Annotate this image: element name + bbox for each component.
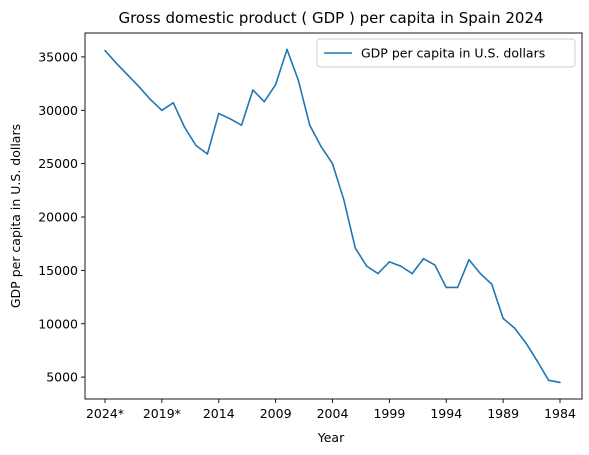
data-point	[479, 272, 482, 275]
chart-title: Gross domestic product ( GDP ) per capit…	[118, 9, 543, 27]
data-point	[263, 100, 266, 103]
data-point	[115, 62, 118, 65]
x-axis-label: Year	[317, 430, 345, 445]
data-point	[297, 79, 300, 82]
data-point	[331, 162, 334, 165]
data-point	[286, 48, 288, 51]
data-point	[138, 85, 140, 88]
data-point	[445, 286, 448, 289]
x-tick-label: 2009	[260, 406, 292, 421]
x-tick-label: 1999	[373, 406, 405, 421]
data-point	[388, 261, 391, 263]
data-point	[104, 49, 106, 52]
x-tick-label: 1989	[487, 406, 519, 421]
y-tick-label: 25000	[38, 156, 78, 171]
data-point	[399, 265, 402, 267]
data-point	[502, 317, 504, 320]
x-tick-label: 2024*	[86, 406, 124, 421]
plot-frame	[84, 32, 583, 400]
series-points	[104, 48, 561, 384]
data-point	[513, 327, 516, 329]
data-point	[547, 379, 550, 382]
x-tick-label: 2019*	[143, 406, 181, 421]
plot-area	[85, 33, 582, 399]
data-point	[161, 109, 163, 112]
legend-label: GDP per capita in U.S. dollars	[361, 46, 545, 61]
data-point	[206, 153, 209, 155]
data-point	[320, 145, 322, 148]
x-axis-ticks: 2024* 2019* 2014 2009 2004 1999 1994 1989 1984	[86, 399, 576, 421]
data-point	[377, 272, 379, 275]
y-tick-label: 5000	[46, 370, 78, 385]
data-point	[490, 283, 493, 286]
legend: GDP per capita in U.S. dollars	[316, 38, 576, 68]
data-point	[126, 74, 129, 76]
data-point	[456, 286, 459, 289]
data-point	[240, 124, 243, 127]
data-point	[252, 89, 254, 91]
data-point	[365, 265, 368, 267]
y-tick-label: 30000	[38, 103, 78, 118]
data-point	[308, 124, 311, 127]
data-point	[183, 126, 186, 129]
data-point	[525, 342, 527, 344]
data-point	[172, 102, 175, 104]
data-point	[422, 257, 425, 260]
data-point	[354, 247, 357, 249]
y-tick-label: 35000	[38, 49, 78, 64]
x-tick-label: 1994	[430, 406, 462, 421]
data-point	[559, 381, 561, 384]
data-point	[149, 98, 152, 101]
data-point	[343, 199, 345, 201]
y-tick-label: 10000	[38, 316, 78, 331]
data-point	[274, 83, 277, 86]
data-point	[536, 360, 539, 362]
y-axis-label: GDP per capita in U.S. dollars	[8, 124, 23, 308]
y-tick-label: 20000	[38, 210, 78, 225]
x-tick-label: 2004	[317, 406, 349, 421]
y-axis-ticks: 5000 10000 15000 20000 25000 30000 35000	[38, 49, 85, 385]
data-point	[217, 112, 220, 115]
legend-box	[316, 38, 576, 68]
data-point	[229, 118, 231, 120]
data-point	[434, 264, 436, 266]
x-tick-label: 2014	[203, 406, 235, 421]
y-tick-label: 15000	[38, 263, 78, 278]
x-tick-label: 1984	[544, 406, 576, 421]
data-point	[468, 258, 470, 261]
data-point	[411, 272, 413, 275]
data-point	[195, 144, 197, 147]
